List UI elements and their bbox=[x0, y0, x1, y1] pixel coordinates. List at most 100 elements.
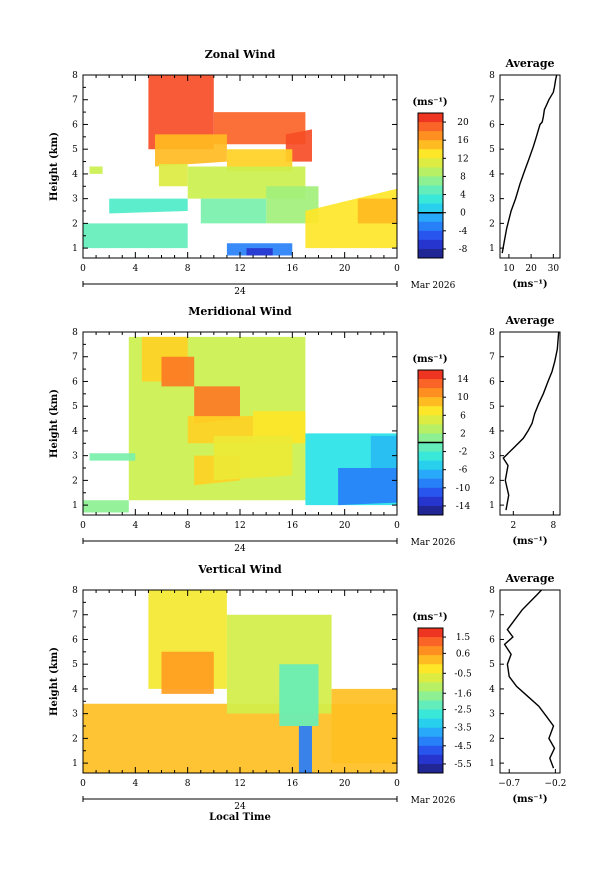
date-label: Mar 2026 bbox=[411, 796, 456, 806]
colorbar-segment bbox=[418, 487, 443, 498]
y-tick-label: 7 bbox=[72, 353, 78, 363]
profile-title: Average bbox=[504, 314, 554, 327]
profile-x-tick-label: 20 bbox=[525, 264, 537, 274]
profile-x-tick-label: 30 bbox=[548, 264, 560, 274]
profile-y-tick-label: 1 bbox=[489, 759, 495, 769]
y-tick-label: 8 bbox=[72, 328, 78, 338]
field-patch bbox=[213, 112, 306, 145]
colorbar-tick-label: -1.6 bbox=[454, 689, 472, 699]
colorbar-segment bbox=[418, 379, 443, 389]
date-label: Mar 2026 bbox=[411, 538, 456, 548]
profile-y-tick-label: 7 bbox=[489, 611, 495, 621]
colorbar-frame bbox=[417, 627, 444, 774]
colorbar-segment bbox=[418, 709, 443, 720]
colorbar-segment bbox=[418, 230, 443, 241]
field-patch bbox=[331, 688, 397, 764]
colorbar-segment bbox=[418, 727, 443, 738]
colorbar-tick-label: 10 bbox=[457, 393, 469, 403]
colorbar-tick-label: -4 bbox=[459, 227, 468, 237]
colorbar-tick-label: 14 bbox=[457, 375, 469, 385]
colorbar-segment bbox=[418, 248, 443, 259]
profile-y-tick-label: 7 bbox=[489, 353, 495, 363]
colorbar-segment bbox=[418, 176, 443, 186]
colorbar-segment bbox=[418, 505, 443, 516]
colorbar-segment bbox=[418, 194, 443, 205]
colorbar-tick-label: -2 bbox=[459, 448, 468, 458]
y-axis-label: Height (km) bbox=[49, 647, 60, 716]
colorbar-segment bbox=[418, 664, 443, 674]
colorbar-frame bbox=[417, 112, 444, 259]
colorbar-segment bbox=[418, 754, 443, 765]
colorbar-segment bbox=[418, 239, 443, 250]
colorbar-segment bbox=[418, 646, 443, 656]
x-tick-label: 4 bbox=[132, 779, 138, 789]
colorbar-segment bbox=[418, 113, 443, 123]
colorbar-segment bbox=[418, 212, 443, 223]
profile-x-tick-label: 2 bbox=[510, 521, 516, 531]
x-axis-label: Local Time bbox=[209, 812, 271, 823]
colorbar-segment bbox=[418, 628, 443, 638]
profile-y-tick-label: 5 bbox=[489, 660, 495, 670]
profile-frame bbox=[499, 589, 561, 774]
colorbar-tick-label: -2.5 bbox=[454, 706, 472, 716]
profile-y-tick-label: 6 bbox=[489, 377, 495, 387]
profile-line bbox=[503, 589, 556, 769]
x-tick-label: 16 bbox=[287, 521, 299, 531]
field-patch bbox=[213, 435, 293, 481]
x-tick-label: 12 bbox=[234, 779, 245, 789]
y-tick-label: 1 bbox=[72, 244, 78, 254]
y-tick-label: 2 bbox=[72, 476, 78, 486]
y-tick-label: 8 bbox=[72, 71, 78, 81]
colorbar-segment bbox=[418, 388, 443, 398]
colorbar-tick-label: -10 bbox=[456, 484, 471, 494]
colorbar-segment bbox=[418, 460, 443, 471]
colorbar-tick-label: -0.5 bbox=[454, 669, 472, 679]
field-patch bbox=[89, 166, 103, 174]
field-patch bbox=[246, 248, 273, 256]
x-tick-label: 8 bbox=[185, 521, 191, 531]
x-tick-label: 12 bbox=[234, 521, 245, 531]
colorbar-tick-label: 4 bbox=[460, 191, 466, 201]
field-patch bbox=[370, 435, 397, 468]
field-patch bbox=[89, 453, 136, 461]
profile-y-tick-label: 6 bbox=[489, 120, 495, 130]
date-day-label: 24 bbox=[234, 544, 246, 554]
colorbar-segment bbox=[418, 131, 443, 141]
colorbar-tick-label: -4.5 bbox=[454, 742, 472, 752]
profile-line bbox=[501, 74, 558, 254]
date-day-label: 24 bbox=[234, 802, 246, 812]
profile-y-tick-label: 1 bbox=[489, 244, 495, 254]
colorbar-segment bbox=[418, 682, 443, 692]
colorbar-tick-label: 1.5 bbox=[456, 633, 471, 643]
field-patch bbox=[279, 664, 319, 726]
profile-y-tick-label: 3 bbox=[489, 710, 495, 720]
colorbar-tick-label: -5.5 bbox=[454, 760, 472, 770]
profile-y-tick-label: 2 bbox=[489, 219, 495, 229]
colorbar-segment bbox=[418, 718, 443, 729]
heatmap-field bbox=[83, 336, 397, 513]
x-tick-label: 0 bbox=[80, 264, 86, 274]
y-tick-label: 4 bbox=[72, 685, 78, 695]
y-axis-label: Height (km) bbox=[49, 389, 60, 458]
colorbar-tick-label: 16 bbox=[457, 136, 469, 146]
x-tick-label: 4 bbox=[132, 521, 138, 531]
profile-title: Average bbox=[504, 572, 554, 585]
x-tick-label: 12 bbox=[234, 264, 245, 274]
y-tick-label: 7 bbox=[72, 96, 78, 106]
colorbar-segment bbox=[418, 424, 443, 434]
profile-y-tick-label: 2 bbox=[489, 734, 495, 744]
field-patch bbox=[357, 198, 397, 224]
y-tick-label: 3 bbox=[72, 195, 78, 205]
field-patch bbox=[109, 198, 188, 214]
x-tick-label: 4 bbox=[132, 264, 138, 274]
colorbar-tick-label: -6 bbox=[459, 466, 468, 476]
colorbar-segment bbox=[418, 655, 443, 665]
colorbar-tick-label: 20 bbox=[457, 118, 469, 128]
profile-y-tick-label: 7 bbox=[489, 96, 495, 106]
profile-y-tick-label: 3 bbox=[489, 195, 495, 205]
x-tick-label: 0 bbox=[80, 779, 86, 789]
